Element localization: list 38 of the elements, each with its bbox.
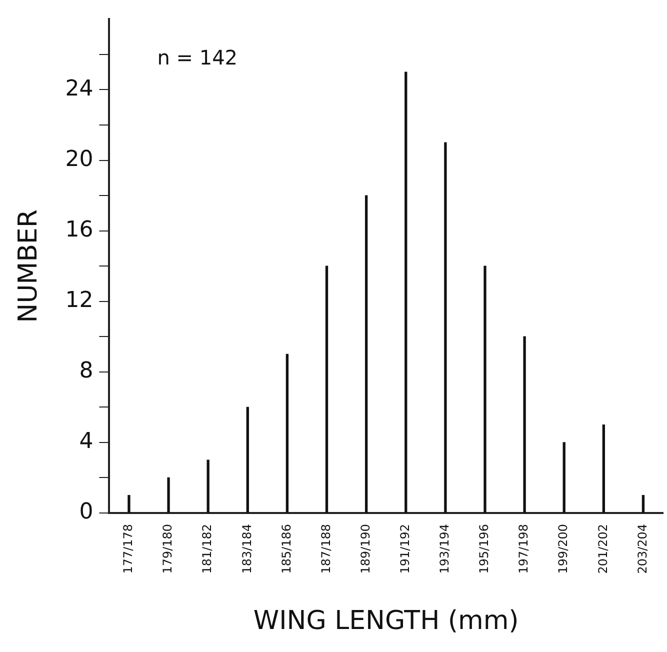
x-tick-label: 193/194: [438, 524, 452, 574]
x-axis-title: WING LENGTH (mm): [253, 606, 519, 636]
bar: [642, 494, 645, 513]
bar: [404, 72, 408, 513]
bar: [602, 424, 605, 513]
bar: [444, 142, 447, 513]
y-tick-label: 4: [79, 429, 94, 454]
x-tick-label: 181/182: [200, 524, 214, 574]
y-tick-label: 8: [79, 358, 94, 384]
annotation: n = 142: [157, 45, 238, 70]
bar: [246, 406, 249, 513]
x-tick-label: 201/202: [596, 524, 610, 574]
bar: [364, 195, 368, 513]
y-tick-label: 20: [65, 146, 94, 172]
bar: [523, 336, 526, 513]
x-tick-label: 199/200: [556, 524, 570, 574]
bar: [325, 266, 328, 513]
x-tick-label: 195/196: [477, 524, 492, 574]
x-tick-label: 197/198: [516, 524, 531, 574]
bar: [128, 494, 130, 513]
bar: [206, 460, 210, 513]
y-tick-label: 24: [65, 76, 94, 102]
y-tick-label: 16: [65, 218, 94, 243]
x-tick-label: 177/178: [121, 524, 136, 574]
y-tick-label: 0: [79, 500, 94, 525]
y-axis-title: NUMBER: [13, 209, 44, 323]
x-tick-label: 185/186: [279, 524, 294, 574]
x-tick-label: 203/204: [635, 524, 650, 574]
x-tick-label: 179/180: [160, 524, 175, 574]
x-tick-label: 191/192: [398, 524, 412, 574]
bar: [286, 354, 289, 513]
x-tick-label: 189/190: [358, 524, 372, 574]
bar: [484, 266, 486, 513]
bar: [167, 477, 170, 513]
x-tick-label: 187/188: [318, 524, 333, 574]
bar: [562, 442, 566, 513]
y-tick-label: 12: [65, 288, 94, 314]
x-tick-label: 183/184: [240, 524, 254, 574]
